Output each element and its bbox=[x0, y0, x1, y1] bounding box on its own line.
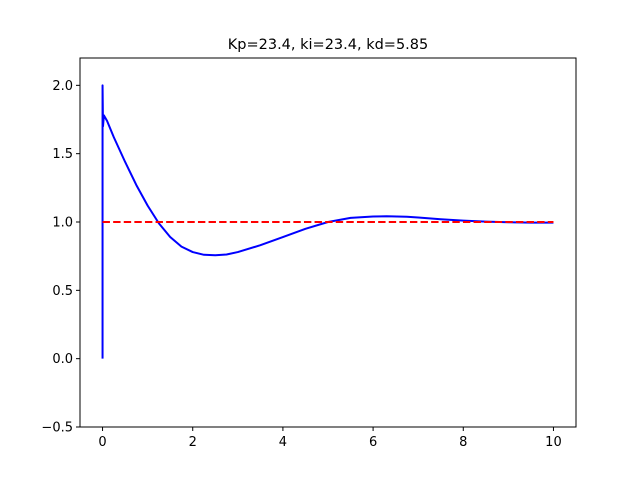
x-tick-label: 10 bbox=[545, 435, 562, 450]
series-response-line bbox=[101, 84, 554, 359]
plot-area bbox=[79, 57, 577, 428]
x-axis: 0 2 4 6 8 10 bbox=[98, 427, 562, 450]
y-tick-label: 1.0 bbox=[52, 216, 73, 231]
x-tick-label: 0 bbox=[98, 435, 106, 450]
series-layer bbox=[101, 84, 554, 359]
x-tick-label: 8 bbox=[459, 435, 467, 450]
y-axis: −0.5 0.0 0.5 1.0 1.5 2.0 bbox=[41, 79, 80, 436]
y-tick-label: 1.5 bbox=[52, 147, 73, 162]
y-tick-label: −0.5 bbox=[41, 421, 73, 436]
y-tick-label: 2.0 bbox=[52, 79, 73, 94]
axes-frame bbox=[79, 57, 577, 428]
chart-title: Kp=23.4, ki=23.4, kd=5.85 bbox=[228, 37, 428, 53]
x-tick-label: 6 bbox=[369, 435, 377, 450]
x-tick-label: 4 bbox=[279, 435, 287, 450]
x-tick-label: 2 bbox=[189, 435, 197, 450]
y-tick-label: 0.0 bbox=[52, 352, 73, 367]
y-tick-label: 0.5 bbox=[52, 284, 73, 299]
